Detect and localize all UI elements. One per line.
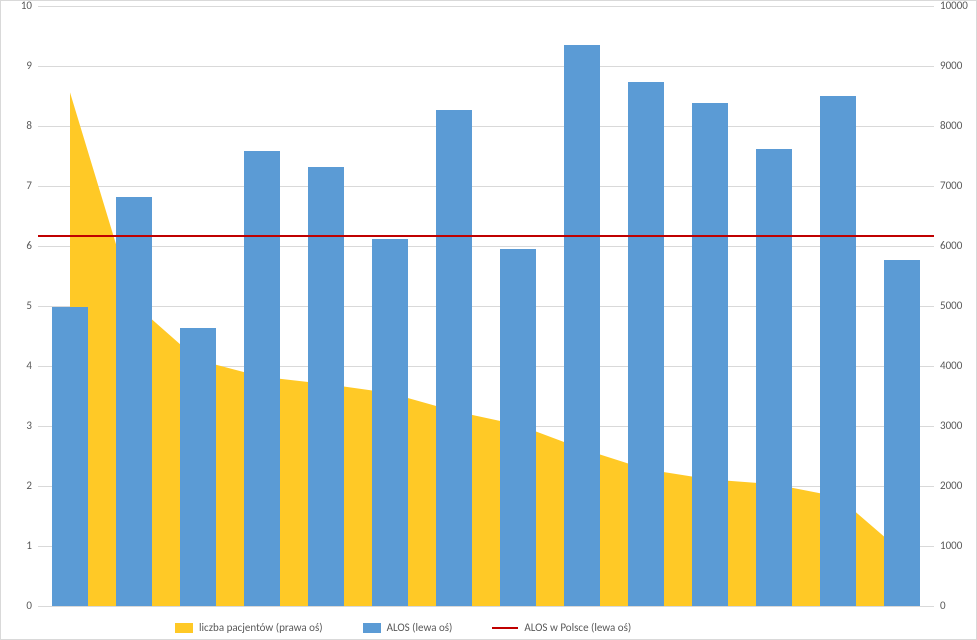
y-tick-right: 0 [940, 599, 946, 612]
legend-swatch [175, 623, 193, 633]
y-tick-right: 6000 [940, 239, 962, 252]
legend-line-icon [492, 627, 518, 629]
bar [756, 149, 791, 606]
y-tick-right: 5000 [940, 299, 962, 312]
bar [116, 197, 151, 606]
y-tick-right: 4000 [940, 359, 962, 372]
y-tick-left: 8 [0, 119, 32, 132]
y-tick-left: 5 [0, 299, 32, 312]
bar [820, 96, 855, 606]
y-tick-left: 10 [0, 0, 32, 12]
y-tick-left: 9 [0, 59, 32, 72]
y-tick-right: 1000 [940, 539, 962, 552]
bar [308, 167, 343, 606]
bar [564, 45, 599, 606]
y-tick-left: 3 [0, 419, 32, 432]
y-tick-left: 4 [0, 359, 32, 372]
y-tick-right: 3000 [940, 419, 962, 432]
y-tick-left: 6 [0, 239, 32, 252]
bar [500, 249, 535, 606]
y-tick-right: 10000 [940, 0, 968, 12]
bar [372, 239, 407, 606]
bar [436, 110, 471, 606]
reference-line [38, 235, 934, 237]
bar-series [38, 6, 934, 606]
bar [884, 260, 919, 606]
legend-item: ALOS (lewa oś) [363, 621, 453, 634]
bar [692, 103, 727, 606]
y-tick-left: 7 [0, 179, 32, 192]
plot-area [38, 6, 934, 606]
y-tick-right: 9000 [940, 59, 962, 72]
y-tick-left: 0 [0, 599, 32, 612]
bar [52, 307, 87, 606]
legend-label: liczba pacjentów (prawa oś) [199, 621, 323, 634]
bar [244, 151, 279, 606]
gridline [38, 606, 934, 607]
legend-item: liczba pacjentów (prawa oś) [175, 621, 323, 634]
chart-container: 0 1 2 3 4 5 6 7 8 9 10 0 1000 2000 3000 4000 5000 6000 70… [0, 0, 977, 640]
bar [628, 82, 663, 606]
y-tick-right: 8000 [940, 119, 962, 132]
legend-item: ALOS w Polsce (lewa oś) [492, 621, 631, 634]
y-tick-left: 1 [0, 539, 32, 552]
y-tick-right: 2000 [940, 479, 962, 492]
bar [180, 328, 215, 606]
y-tick-right: 7000 [940, 179, 962, 192]
legend-swatch [363, 623, 381, 633]
legend-label: ALOS (lewa oś) [387, 621, 453, 634]
legend-label: ALOS w Polsce (lewa oś) [524, 621, 631, 634]
legend: liczba pacjentów (prawa oś) ALOS (lewa oś… [175, 621, 631, 634]
y-tick-left: 2 [0, 479, 32, 492]
